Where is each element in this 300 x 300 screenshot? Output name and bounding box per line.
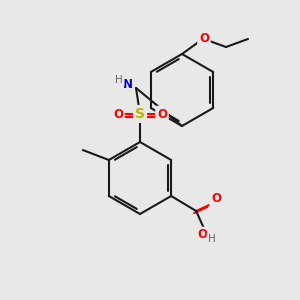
Text: H: H [115,75,123,85]
Text: O: O [197,229,207,242]
Text: N: N [123,77,133,91]
Text: O: O [113,107,123,121]
Text: O: O [157,107,167,121]
Text: O: O [199,32,209,46]
Text: O: O [211,193,221,206]
Text: S: S [135,107,145,121]
Text: H: H [208,234,216,244]
